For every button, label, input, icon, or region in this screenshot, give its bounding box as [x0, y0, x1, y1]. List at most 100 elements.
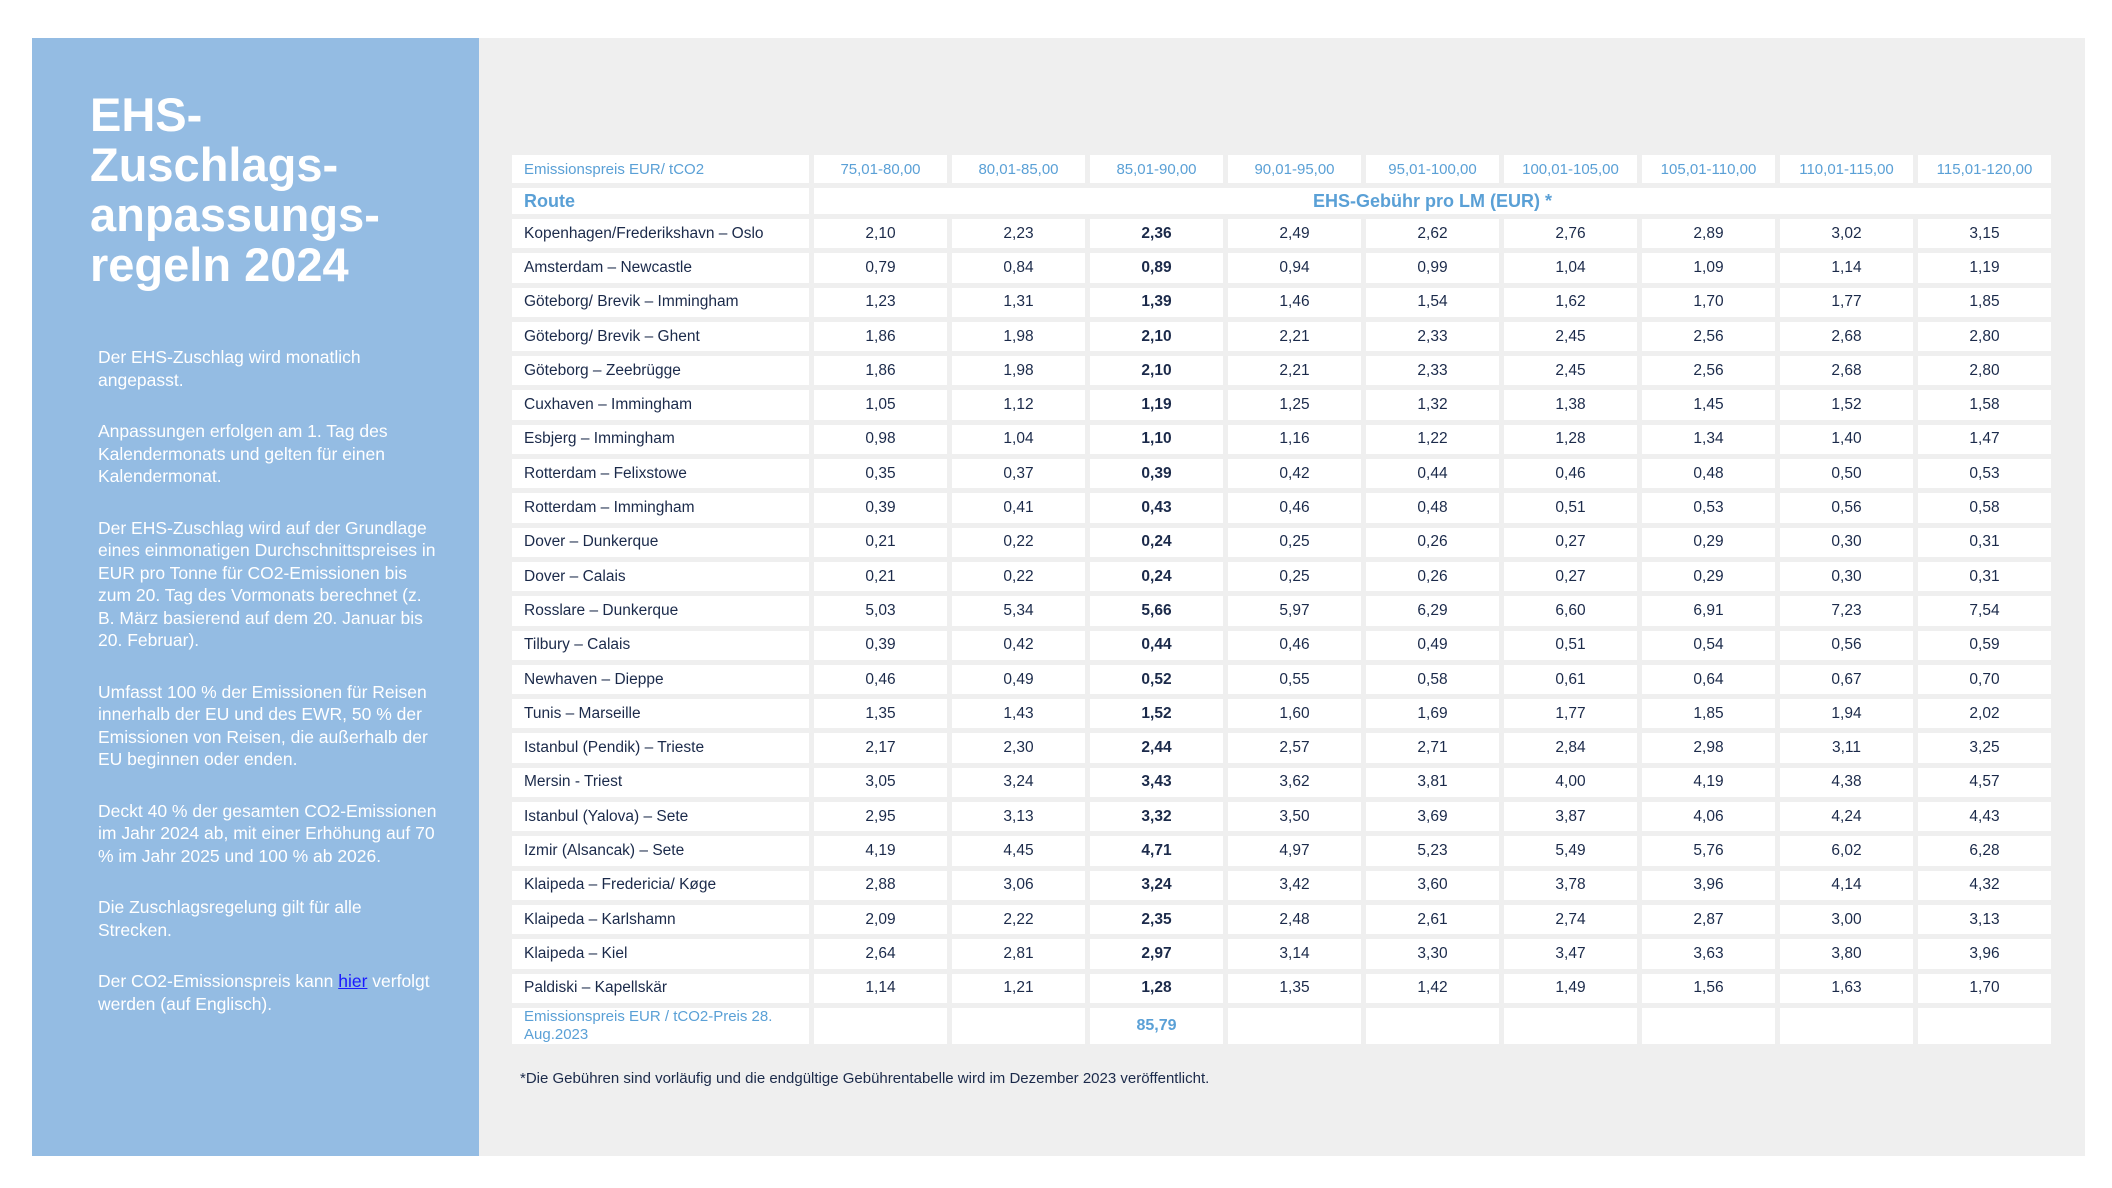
table-row: Paldiski – Kapellskär 1,14 1,21 1,28 1,35 1,4…: [512, 973, 2051, 1003]
fee-value: 0,42: [1228, 459, 1361, 489]
fee-value: 2,64: [814, 939, 947, 969]
fee-value: 2,23: [952, 219, 1085, 249]
price-range-header: 115,01-120,00: [1918, 155, 2051, 183]
fee-value: 1,58: [1918, 390, 2051, 420]
empty-cell: [1642, 1007, 1775, 1044]
fee-value: 2,97: [1090, 939, 1223, 969]
price-range-header: 85,01-90,00: [1090, 155, 1223, 183]
table-row: Göteborg – Zeebrügge 1,86 1,98 2,10 2,21 2,33…: [512, 356, 2051, 386]
fee-value: 2,44: [1090, 733, 1223, 763]
fee-value: 3,25: [1918, 733, 2051, 763]
fee-value: 1,34: [1642, 424, 1775, 455]
price-range-header: 80,01-85,00: [952, 155, 1085, 183]
fee-value: 1,14: [814, 973, 947, 1003]
fee-value: 1,23: [814, 287, 947, 317]
fee-value: 0,29: [1642, 527, 1775, 557]
fee-value: 3,06: [952, 870, 1085, 900]
fee-value: 2,84: [1504, 733, 1637, 763]
fee-value: 1,86: [814, 321, 947, 352]
fee-value: 7,23: [1780, 596, 1913, 626]
table-row: Göteborg/ Brevik – Ghent 1,86 1,98 2,10 2,21…: [512, 321, 2051, 352]
fee-value: 3,43: [1090, 767, 1223, 798]
fee-value: 1,52: [1090, 699, 1223, 729]
fee-value: 1,38: [1504, 390, 1637, 420]
fee-value: 1,46: [1228, 287, 1361, 317]
surcharge-table: Emissionspreis EUR/ tCO2 75,01-80,00 80,01…: [507, 150, 2056, 1049]
fee-value: 1,04: [952, 424, 1085, 455]
fee-value: 3,80: [1780, 939, 1913, 969]
fee-value: 2,76: [1504, 219, 1637, 249]
fee-value: 0,24: [1090, 527, 1223, 557]
fee-value: 4,19: [814, 836, 947, 866]
sidebar-paragraph: Anpassungen erfolgen am 1. Tag des Kalen…: [98, 421, 388, 486]
fee-value: 2,71: [1366, 733, 1499, 763]
fee-value: 0,37: [952, 459, 1085, 489]
table-row: Amsterdam – Newcastle 0,79 0,84 0,89 0,94 0,9…: [512, 253, 2051, 283]
fee-value: 1,86: [814, 356, 947, 386]
fee-value: 2,02: [1918, 699, 2051, 729]
footer-row: Emissionspreis EUR / tCO2-Preis 28. Aug.…: [512, 1007, 2051, 1044]
empty-cell: [1366, 1007, 1499, 1044]
empty-cell: [1504, 1007, 1637, 1044]
fee-value: 0,52: [1090, 664, 1223, 695]
fee-value: 0,39: [814, 630, 947, 660]
fee-value: 3,24: [1090, 870, 1223, 900]
price-range-header: 75,01-80,00: [814, 155, 947, 183]
fee-value: 2,33: [1366, 356, 1499, 386]
table-row: Cuxhaven – Immingham 1,05 1,12 1,19 1,25 1,32…: [512, 390, 2051, 420]
price-range-header: 105,01-110,00: [1642, 155, 1775, 183]
fee-value: 0,46: [1228, 630, 1361, 660]
fee-value: 0,54: [1642, 630, 1775, 660]
fee-value: 1,09: [1642, 253, 1775, 283]
route-name: Rosslare – Dunkerque: [512, 596, 809, 626]
empty-cell: [1918, 1007, 2051, 1044]
fee-value: 1,77: [1504, 699, 1637, 729]
table-row: Tilbury – Calais 0,39 0,42 0,44 0,46 0,49 0,51…: [512, 630, 2051, 660]
fee-value: 5,97: [1228, 596, 1361, 626]
fee-value: 1,35: [1228, 973, 1361, 1003]
fee-value: 2,87: [1642, 904, 1775, 935]
fee-value: 1,63: [1780, 973, 1913, 1003]
fee-value: 5,03: [814, 596, 947, 626]
fee-value: 1,19: [1918, 253, 2051, 283]
route-name: Dover – Dunkerque: [512, 527, 809, 557]
fee-value: 3,81: [1366, 767, 1499, 798]
fee-value: 1,31: [952, 287, 1085, 317]
empty-cell: [1228, 1007, 1361, 1044]
fee-value: 4,06: [1642, 802, 1775, 832]
fee-value: 1,25: [1228, 390, 1361, 420]
hier-link[interactable]: hier: [338, 971, 368, 991]
fee-value: 1,40: [1780, 424, 1913, 455]
fee-value: 6,28: [1918, 836, 2051, 866]
fee-value: 0,24: [1090, 561, 1223, 592]
fee-value: 1,69: [1366, 699, 1499, 729]
fee-value: 0,56: [1780, 630, 1913, 660]
fee-value: 0,44: [1366, 459, 1499, 489]
fee-value: 0,44: [1090, 630, 1223, 660]
fee-value: 0,41: [952, 493, 1085, 523]
fee-value: 4,57: [1918, 767, 2051, 798]
fee-value: 3,42: [1228, 870, 1361, 900]
fee-value: 0,50: [1780, 459, 1913, 489]
fee-value: 5,34: [952, 596, 1085, 626]
fee-value: 1,45: [1642, 390, 1775, 420]
fee-value: 0,64: [1642, 664, 1775, 695]
price-range-header: 95,01-100,00: [1366, 155, 1499, 183]
fee-value: 0,51: [1504, 630, 1637, 660]
tracking-text-end: verfolgt werden (auf Englisch).: [98, 971, 430, 1014]
fee-value: 1,28: [1504, 424, 1637, 455]
table-row: Dover – Dunkerque 0,21 0,22 0,24 0,25 0,26 0,2…: [512, 527, 2051, 557]
price-range-header: 90,01-95,00: [1228, 155, 1361, 183]
table-row: Mersin - Triest 3,05 3,24 3,43 3,62 3,81 4,00 4…: [512, 767, 2051, 798]
current-price-value: 85,79: [1090, 1007, 1223, 1044]
fee-value: 0,42: [952, 630, 1085, 660]
current-price-label: Emissionspreis EUR / tCO2-Preis 28. Aug.…: [512, 1007, 809, 1044]
fee-value: 3,63: [1642, 939, 1775, 969]
fee-value: 0,26: [1366, 561, 1499, 592]
fee-value: 1,94: [1780, 699, 1913, 729]
fee-value: 1,70: [1918, 973, 2051, 1003]
fee-value: 0,48: [1366, 493, 1499, 523]
fee-value: 0,67: [1780, 664, 1913, 695]
fee-value: 0,35: [814, 459, 947, 489]
fee-value: 0,59: [1918, 630, 2051, 660]
